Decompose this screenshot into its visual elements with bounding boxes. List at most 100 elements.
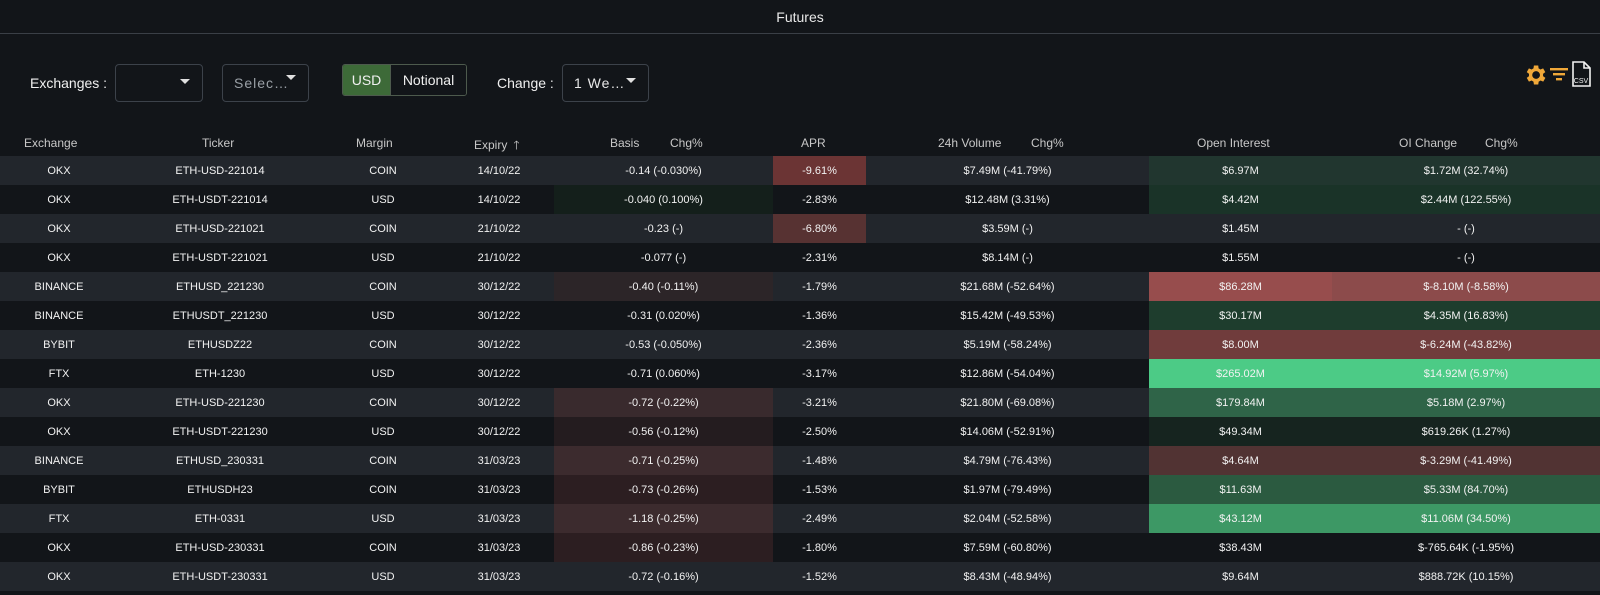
table-row[interactable]: OKX ETH-USD-230331 COIN 31/03/23 -0.86 (-0.2… bbox=[0, 533, 1600, 562]
cell-margin: USD bbox=[371, 251, 395, 264]
cell-open-interest: $49.34M bbox=[1149, 417, 1332, 446]
table-row[interactable]: BYBIT ETHUSDH23 COIN 31/03/23 -0.73 (-0.26%)… bbox=[0, 475, 1600, 504]
cell-exchange: BINANCE bbox=[34, 309, 84, 322]
cell-apr: -2.36% bbox=[802, 338, 837, 351]
cell-oi-change: $-765.64K (-1.95%) bbox=[1418, 541, 1514, 554]
table-row[interactable]: FTX ETH-0331 USD 31/03/23 -1.18 (-0.25%) -2.4… bbox=[0, 504, 1600, 533]
cell-oi-change: - (-) bbox=[1457, 251, 1475, 264]
cell-apr: -1.80% bbox=[802, 541, 837, 554]
table-row[interactable]: OKX ETH-USDT-221021 USD 21/10/22 -0.077 (-) -… bbox=[0, 243, 1600, 272]
cell-exchange: OKX bbox=[47, 164, 71, 177]
table-row[interactable]: BINANCE ETHUSDT_221230 USD 30/12/22 -0.31 (0… bbox=[0, 301, 1600, 330]
cell-ticker: ETH-USD-221230 bbox=[175, 396, 265, 409]
table-row[interactable]: OKX ETH-USD-221230 COIN 30/12/22 -0.72 (-0.2… bbox=[0, 388, 1600, 417]
cell-basis: -0.040 (0.100%) bbox=[554, 185, 773, 214]
cell-volume: $3.59M (-) bbox=[982, 222, 1033, 235]
csv-label: CSV bbox=[1574, 78, 1589, 85]
cell-exchange: BYBIT bbox=[43, 338, 75, 351]
currency-usd-button[interactable]: USD bbox=[343, 65, 391, 95]
exchanges-select[interactable] bbox=[115, 64, 203, 102]
cell-margin: USD bbox=[371, 425, 395, 438]
header-oi-change[interactable]: OI Change bbox=[1399, 136, 1458, 150]
cell-exchange: OKX bbox=[47, 541, 71, 554]
cell-oi-change: $1.72M (32.74%) bbox=[1332, 156, 1600, 185]
table-row[interactable]: OKX ETH-USDT-230331 USD 31/03/23 -0.72 (-0.1… bbox=[0, 562, 1600, 591]
header-basis[interactable]: Basis bbox=[610, 136, 640, 150]
header-apr[interactable]: APR bbox=[801, 136, 826, 150]
cell-apr: -2.31% bbox=[802, 251, 837, 264]
header-open-interest[interactable]: Open Interest bbox=[1197, 136, 1270, 150]
table-row[interactable]: OKX ETH-USD-221021 COIN 21/10/22 -0.23 (-) -6… bbox=[0, 214, 1600, 243]
change-period-select[interactable]: 1 We… bbox=[562, 64, 649, 102]
cell-apr: -3.21% bbox=[802, 396, 837, 409]
cell-open-interest: $1.45M bbox=[1222, 222, 1259, 235]
settings-icon[interactable] bbox=[1522, 62, 1548, 88]
cell-margin: COIN bbox=[369, 280, 397, 293]
header-exchange[interactable]: Exchange bbox=[24, 136, 78, 150]
header-ticker[interactable]: Ticker bbox=[202, 136, 235, 150]
cell-exchange: FTX bbox=[48, 512, 70, 525]
cell-apr: -1.53% bbox=[802, 483, 837, 496]
cell-open-interest: $265.02M bbox=[1149, 359, 1332, 388]
cell-ticker: ETHUSDH23 bbox=[187, 483, 253, 496]
cell-oi-change: $11.06M (34.50%) bbox=[1332, 504, 1600, 533]
cell-expiry: 14/10/22 bbox=[477, 164, 521, 177]
chevron-down-icon bbox=[286, 75, 296, 80]
header-volume-chg[interactable]: Chg% bbox=[1031, 136, 1064, 150]
cell-ticker: ETH-1230 bbox=[194, 367, 246, 380]
header-basis-chg[interactable]: Chg% bbox=[670, 136, 703, 150]
cell-margin: COIN bbox=[369, 454, 397, 467]
table-row[interactable]: OKX ETH-USDT-221014 USD 14/10/22 -0.040 (0.1… bbox=[0, 185, 1600, 214]
cell-expiry: 30/12/22 bbox=[477, 396, 521, 409]
cell-basis: -0.40 (-0.11%) bbox=[554, 272, 773, 301]
sort-ascending-icon: 🡑 bbox=[513, 138, 520, 152]
cell-margin: COIN bbox=[369, 164, 397, 177]
cell-ticker: ETH-USD-230331 bbox=[175, 541, 265, 554]
cell-oi-change: $2.44M (122.55%) bbox=[1332, 185, 1600, 214]
filter-icon[interactable] bbox=[1549, 64, 1569, 84]
toolbar-icons: CSV bbox=[1518, 60, 1592, 88]
cell-exchange: BYBIT bbox=[43, 483, 75, 496]
header-oi-change-chg[interactable]: Chg% bbox=[1485, 136, 1518, 150]
cell-ticker: ETH-USDT-221021 bbox=[172, 251, 268, 264]
table-row[interactable]: BINANCE ETHUSD_230331 COIN 31/03/23 -0.71 (-… bbox=[0, 446, 1600, 475]
table-row[interactable]: OKX ETH-USDT-221230 USD 30/12/22 -0.56 (-0.1… bbox=[0, 417, 1600, 446]
header-expiry[interactable]: Expiry 🡑 bbox=[474, 136, 520, 157]
cell-exchange: OKX bbox=[47, 251, 71, 264]
cell-margin: COIN bbox=[369, 541, 397, 554]
cell-expiry: 30/12/22 bbox=[477, 425, 521, 438]
cell-apr: -3.17% bbox=[802, 367, 837, 380]
cell-basis: -0.71 (-0.25%) bbox=[554, 446, 773, 475]
table-row[interactable]: BINANCE ETHUSD_221230 COIN 30/12/22 -0.40 (-… bbox=[0, 272, 1600, 301]
csv-export-icon[interactable]: CSV bbox=[1570, 60, 1592, 88]
cell-ticker: ETH-0331 bbox=[194, 512, 246, 525]
cell-expiry: 31/03/23 bbox=[477, 570, 521, 583]
cell-apr: -1.52% bbox=[802, 570, 837, 583]
cell-volume: $4.79M (-76.43%) bbox=[963, 454, 1052, 467]
cell-open-interest: $4.64M bbox=[1149, 446, 1332, 475]
cell-basis: -0.14 (-0.030%) bbox=[625, 164, 702, 177]
cell-volume: $7.49M (-41.79%) bbox=[963, 164, 1052, 177]
cell-margin: USD bbox=[371, 367, 395, 380]
currency-notional-button[interactable]: Notional bbox=[391, 65, 466, 95]
chevron-down-icon bbox=[180, 79, 190, 84]
table-row[interactable]: OKX ETH-USD-221014 COIN 14/10/22 -0.14 (-0.0… bbox=[0, 156, 1600, 185]
cell-expiry: 14/10/22 bbox=[477, 193, 521, 206]
page-title-text: Futures bbox=[776, 8, 824, 25]
table-row[interactable]: FTX ETH-1230 USD 30/12/22 -0.71 (0.060%) -3.1… bbox=[0, 359, 1600, 388]
header-expiry-label: Expiry bbox=[474, 138, 508, 152]
header-volume[interactable]: 24h Volume bbox=[938, 136, 1002, 150]
cell-apr: -1.36% bbox=[802, 309, 837, 322]
table-row[interactable]: BYBIT ETHUSDZ22 COIN 30/12/22 -0.53 (-0.050%… bbox=[0, 330, 1600, 359]
secondary-select[interactable]: Selec… bbox=[222, 64, 309, 102]
cell-apr: -1.48% bbox=[802, 454, 837, 467]
cell-expiry: 30/12/22 bbox=[477, 367, 521, 380]
cell-open-interest: $6.97M bbox=[1149, 156, 1332, 185]
header-margin[interactable]: Margin bbox=[356, 136, 393, 150]
cell-apr: -2.49% bbox=[802, 512, 837, 525]
cell-margin: COIN bbox=[369, 222, 397, 235]
cell-open-interest: $43.12M bbox=[1149, 504, 1332, 533]
cell-oi-change: $5.18M (2.97%) bbox=[1332, 388, 1600, 417]
cell-ticker: ETH-USDT-221014 bbox=[172, 193, 268, 206]
cell-basis: -0.23 (-) bbox=[643, 222, 684, 235]
